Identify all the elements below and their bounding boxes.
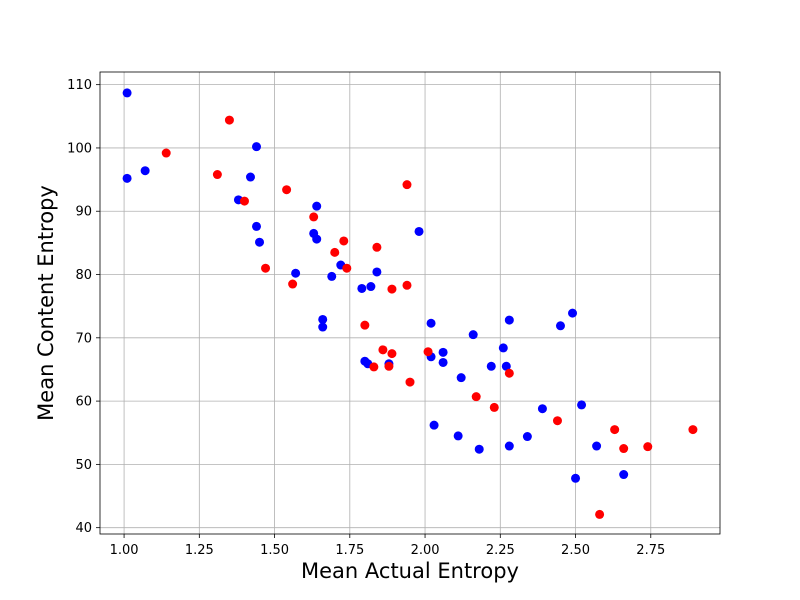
scatter-points	[122, 88, 698, 519]
red-data-point	[402, 280, 412, 290]
blue-data-point	[122, 173, 132, 183]
red-data-point	[552, 416, 562, 426]
plot-frame	[99, 71, 721, 535]
red-data-point	[372, 242, 382, 252]
red-data-point	[595, 509, 605, 519]
red-data-point	[239, 196, 249, 206]
blue-data-point	[414, 226, 424, 236]
y-tick-label: 80	[75, 268, 92, 283]
y-tick-label: 110	[67, 78, 92, 93]
blue-data-point	[438, 347, 448, 357]
red-data-point	[261, 263, 271, 273]
x-tick-label: 2.00	[411, 543, 440, 558]
red-data-point	[489, 402, 499, 412]
x-tick-label: 2.25	[486, 543, 515, 558]
blue-data-point	[122, 88, 132, 98]
blue-data-point	[318, 314, 328, 324]
red-data-point	[212, 170, 222, 180]
red-data-point	[471, 392, 481, 402]
blue-data-point	[619, 470, 629, 480]
x-tick-label: 1.00	[110, 543, 139, 558]
grid-lines	[100, 72, 720, 534]
red-data-point	[688, 425, 698, 435]
red-data-point	[610, 425, 620, 435]
blue-data-point	[438, 357, 448, 367]
blue-data-point	[453, 431, 463, 441]
red-data-point	[342, 263, 352, 273]
blue-data-point	[592, 441, 602, 451]
y-tick-label: 70	[75, 331, 92, 346]
blue-data-point	[318, 322, 328, 332]
blue-data-point	[468, 330, 478, 340]
blue-data-point	[474, 444, 484, 454]
red-data-point	[643, 442, 653, 452]
x-tick-label: 1.75	[335, 543, 364, 558]
red-data-point	[369, 362, 379, 372]
y-tick-label: 100	[67, 141, 92, 156]
y-tick-label: 90	[75, 205, 92, 220]
blue-data-point	[255, 237, 265, 247]
blue-data-point	[568, 308, 578, 318]
x-tick-label: 2.75	[636, 543, 665, 558]
red-data-point	[387, 349, 397, 359]
red-data-point	[387, 284, 397, 294]
blue-data-point	[498, 343, 508, 353]
red-data-point	[405, 377, 415, 387]
y-axis-label: Mean Content Entropy	[34, 185, 58, 421]
x-tick-label: 2.50	[561, 543, 590, 558]
blue-data-point	[555, 321, 565, 331]
red-data-point	[309, 212, 319, 222]
blue-data-point	[366, 282, 376, 292]
x-tick-label: 1.50	[260, 543, 289, 558]
y-axis-ticks: 40 50 60 70 80 90 100 110	[67, 78, 100, 536]
y-tick-label: 50	[75, 458, 92, 473]
red-data-point	[282, 185, 292, 195]
blue-data-point	[252, 142, 262, 152]
blue-data-point	[327, 271, 337, 281]
blue-data-point	[426, 318, 436, 328]
blue-data-point	[429, 420, 439, 430]
red-data-point	[360, 320, 370, 330]
red-data-point	[402, 180, 412, 190]
blue-data-point	[537, 404, 547, 414]
blue-data-point	[486, 361, 496, 371]
blue-data-point	[504, 441, 514, 451]
red-data-point	[384, 361, 394, 371]
blue-data-point	[291, 268, 301, 278]
blue-data-point	[252, 221, 262, 231]
red-data-point	[339, 236, 349, 246]
blue-data-point	[571, 473, 581, 483]
blue-data-point	[522, 432, 532, 442]
blue-data-point	[501, 361, 511, 371]
red-data-point	[224, 115, 234, 125]
red-data-point	[161, 148, 171, 158]
red-data-point	[619, 444, 629, 454]
x-axis-label: Mean Actual Entropy	[301, 559, 519, 583]
blue-data-point	[504, 315, 514, 325]
red-data-point	[378, 345, 388, 355]
blue-data-point	[312, 234, 322, 244]
x-tick-label: 1.25	[185, 543, 214, 558]
red-data-point	[288, 279, 298, 289]
red-data-point	[423, 347, 433, 357]
blue-data-point	[140, 166, 150, 176]
y-tick-label: 40	[75, 521, 92, 536]
blue-data-point	[312, 201, 322, 211]
blue-data-point	[456, 373, 466, 383]
blue-data-point	[357, 283, 367, 293]
x-axis-ticks: 1.00 1.25 1.50 1.75 2.00 2.25 2.50 2.75	[110, 534, 665, 558]
blue-data-point	[245, 172, 255, 182]
red-data-point	[504, 368, 514, 378]
y-tick-label: 60	[75, 395, 92, 410]
blue-data-point	[372, 267, 382, 277]
blue-data-point	[577, 400, 587, 410]
red-data-point	[330, 247, 340, 257]
